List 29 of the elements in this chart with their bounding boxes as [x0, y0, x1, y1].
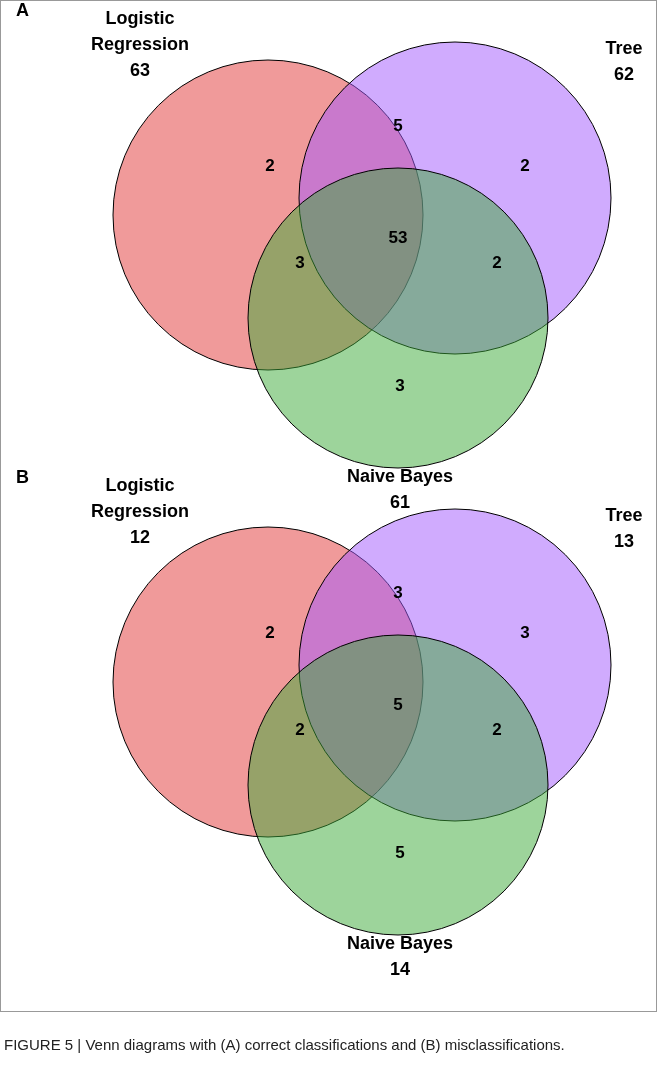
text: 2	[492, 253, 502, 272]
text: 3	[295, 253, 305, 272]
data-label: 62	[613, 64, 635, 84]
text: 2	[265, 623, 275, 642]
category-label: Tree	[605, 505, 643, 525]
text: 5	[395, 843, 405, 862]
data-label: 13	[613, 531, 635, 551]
text: 2	[265, 156, 275, 175]
category-label: Logistic Regression	[90, 8, 190, 54]
data-label: 61	[389, 492, 411, 512]
text: 3	[393, 583, 403, 602]
text: 53	[388, 228, 408, 247]
category-label: Tree	[605, 38, 643, 58]
text: 2	[492, 720, 502, 739]
text: 2	[520, 156, 530, 175]
category-label: Naive Bayes	[346, 466, 454, 486]
category-label: Logistic Regression	[90, 475, 190, 521]
caption: FIGURE 5 | Venn diagrams with (A) correct classifications and (B) misclassifications.	[4, 1035, 566, 1055]
data-label: 14	[389, 959, 411, 979]
text: B	[16, 467, 29, 487]
data-label: 63	[129, 60, 151, 80]
text: 3	[520, 623, 530, 642]
category-label: Naive Bayes	[346, 933, 454, 953]
text: 5	[393, 116, 403, 135]
data-label: 12	[129, 527, 151, 547]
text: A	[16, 0, 29, 20]
text: 3	[395, 376, 405, 395]
text: 2	[295, 720, 305, 739]
text: 5	[393, 695, 403, 714]
